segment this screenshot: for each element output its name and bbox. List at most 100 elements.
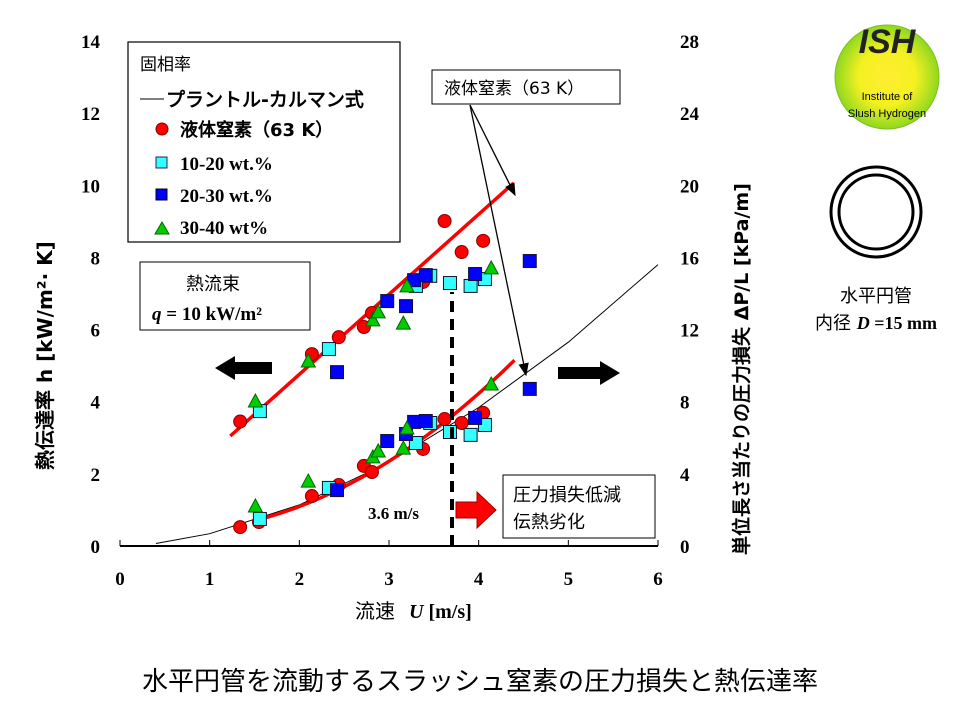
ish-logo: ISH Institute of Slush Hydrogen <box>834 23 940 130</box>
right-axis-arrow-icon <box>558 361 620 385</box>
pressure_loss-point <box>463 427 478 442</box>
heat-flux-title: 熱流束 <box>186 274 240 295</box>
y-axis-left-label: 熱伝達率 h [kW/m²· K] <box>33 241 57 470</box>
heat_transfer-point <box>468 267 483 282</box>
legend-square-icon <box>155 188 168 201</box>
x-tick-label: 1 <box>205 569 215 590</box>
x-tick-label: 4 <box>474 569 484 590</box>
effect-line1: 圧力損失低減 <box>513 485 621 506</box>
fit-line <box>254 358 516 523</box>
heat-flux-value: q = 10 kW/m² <box>152 304 262 325</box>
legend-item: 液体窒素（63 K） <box>180 119 333 141</box>
y-left-tick-label: 2 <box>91 465 101 486</box>
pressure_loss-point <box>304 489 319 504</box>
pressure_loss-point <box>522 381 537 396</box>
x-tick-label: 5 <box>564 569 574 590</box>
y-right-tick-label: 0 <box>680 537 690 558</box>
red-arrow-icon <box>455 490 497 530</box>
svg-text:ISH: ISH <box>859 23 917 61</box>
svg-text:Institute of: Institute of <box>862 91 914 103</box>
heat_transfer-point <box>233 414 248 429</box>
y-left-tick-label: 8 <box>91 248 101 269</box>
y-right-tick-label: 16 <box>680 248 699 269</box>
pressure_loss-point <box>395 440 412 455</box>
legend <box>127 41 401 243</box>
legend-triangle-icon <box>154 221 170 235</box>
legend-item: 20-30 wt.% <box>180 186 273 207</box>
heat_transfer-point <box>454 245 469 260</box>
pressure_loss-point <box>233 520 248 535</box>
svg-text:Slush Hydrogen: Slush Hydrogen <box>848 108 926 120</box>
heat_transfer-point <box>247 392 264 408</box>
heat_transfer-point <box>300 352 317 368</box>
legend-item: 10-20 wt.% <box>180 154 273 175</box>
heat_transfer-point <box>483 259 500 275</box>
x-tick-label: 3 <box>384 569 394 590</box>
pipe-outer-icon <box>829 165 923 259</box>
pipe-inner-icon <box>837 173 915 251</box>
effect-box <box>502 474 656 539</box>
pressure_loss-point <box>442 425 457 440</box>
y-left-tick-label: 4 <box>91 393 101 414</box>
left-axis-arrow-icon <box>215 356 272 380</box>
pipe-label: 水平円管 <box>840 286 912 307</box>
pressure_loss-point <box>380 434 395 449</box>
pressure_loss-point <box>468 410 483 425</box>
pressure_loss-point <box>252 511 267 526</box>
y-left-tick-label: 0 <box>91 537 101 558</box>
effect-line2: 伝熱劣化 <box>513 512 585 533</box>
heat_transfer-point <box>321 342 336 357</box>
pressure_loss-point <box>370 442 387 458</box>
annotation-arrow <box>469 104 529 377</box>
heat_transfer-point <box>522 254 537 269</box>
legend-item: プラントル-カルマン式 <box>166 88 364 111</box>
heat_transfer-point <box>442 276 457 291</box>
x-tick-label: 2 <box>295 569 305 590</box>
pressure_loss-point <box>399 419 415 435</box>
x-tick-label: 6 <box>653 569 663 590</box>
heat_transfer-point <box>395 315 412 330</box>
pressure_loss-point <box>364 465 379 480</box>
y-left-tick-label: 12 <box>81 104 100 125</box>
y-right-tick-label: 8 <box>680 393 690 414</box>
pressure_loss-point <box>454 415 469 430</box>
heat_transfer-point <box>365 311 381 327</box>
legend-circle-icon <box>155 122 169 136</box>
heat_transfer-point <box>329 365 344 380</box>
heat_transfer-point <box>399 277 415 293</box>
ln2-annotation-box <box>431 69 621 105</box>
velocity-label: 3.6 m/s <box>368 504 419 523</box>
x-tick-label: 0 <box>115 569 125 590</box>
heat-flux-box <box>139 261 311 331</box>
legend-title: 固相率 <box>140 55 191 75</box>
heat_transfer-point <box>331 330 346 345</box>
heat_transfer-point <box>399 299 414 314</box>
pressure_loss-point <box>483 375 500 391</box>
pressure_loss-point <box>329 483 344 498</box>
pressure_loss-point <box>247 497 264 513</box>
annotation-arrow <box>469 104 516 197</box>
pressure_loss-point <box>300 473 317 488</box>
heat_transfer-point <box>463 278 478 293</box>
pressure_loss-point <box>437 412 452 427</box>
y-left-tick-label: 14 <box>81 32 101 53</box>
x-axis-label: 流速 U [m/s] <box>355 599 472 623</box>
y-right-tick-label: 24 <box>680 104 700 125</box>
y-left-tick-label: 10 <box>81 176 100 197</box>
pipe-diameter: 内径 D =15 mm <box>815 313 937 334</box>
heat_transfer-point <box>437 213 452 228</box>
ln2-annotation: 液体窒素（63 K） <box>444 79 584 99</box>
y-left-tick-label: 6 <box>91 321 101 342</box>
y-right-tick-label: 4 <box>680 465 690 486</box>
legend-square-icon <box>155 156 168 169</box>
y-axis-right-label: 単位長さ当たりの圧力損失 ΔP/L [kPa/m] <box>730 183 753 555</box>
slide-caption: 水平円管を流動するスラッシュ窒素の圧力損失と熱伝達率 <box>142 667 818 697</box>
heat_transfer-point <box>476 233 491 248</box>
pressure_loss-point <box>418 414 433 429</box>
y-right-tick-label: 20 <box>680 176 699 197</box>
y-right-tick-label: 12 <box>680 321 699 342</box>
heat_transfer-point <box>370 303 387 319</box>
heat_transfer-point <box>418 268 433 283</box>
